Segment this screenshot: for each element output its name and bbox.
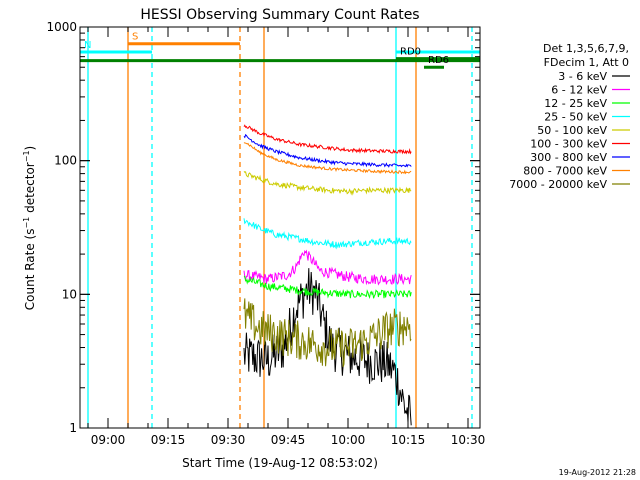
flag-bars: S N RD0 RD6 bbox=[80, 32, 480, 69]
legend-label: 25 - 50 keV bbox=[544, 111, 607, 124]
legend-label: 300 - 800 keV bbox=[530, 151, 607, 164]
series-line bbox=[243, 275, 412, 300]
y-tick-label: 100 bbox=[54, 154, 77, 168]
timestamp: 19-Aug-2012 21:28 bbox=[559, 468, 636, 477]
chart-title: HESSI Observing Summary Count Rates bbox=[140, 7, 419, 23]
x-tick-label: 10:30 bbox=[451, 433, 486, 447]
series-line bbox=[243, 170, 412, 196]
x-tick-label: 10:00 bbox=[331, 433, 366, 447]
legend-label: 12 - 25 keV bbox=[544, 97, 607, 110]
y-axis: 1 10 100 1000 bbox=[46, 20, 480, 435]
legend: Det 1,3,5,6,7,9, FDecim 1, Att 0 3 - 6 k… bbox=[509, 42, 630, 191]
series-line bbox=[243, 133, 412, 168]
y-tick-label: 1 bbox=[69, 421, 77, 435]
series-line bbox=[243, 298, 412, 368]
series-group bbox=[243, 124, 412, 426]
x-tick-label: 09:00 bbox=[91, 433, 126, 447]
y-tick-label: 1000 bbox=[46, 20, 77, 34]
x-axis: 09:00 09:15 09:30 09:45 10:00 10:15 10:30 bbox=[87, 27, 486, 447]
legend-label: 100 - 300 keV bbox=[530, 138, 607, 151]
legend-label: 6 - 12 keV bbox=[551, 84, 607, 97]
plot-frame bbox=[79, 26, 481, 429]
legend-label: 50 - 100 keV bbox=[537, 124, 607, 137]
x-tick-label: 09:15 bbox=[151, 433, 186, 447]
legend-header: FDecim 1, Att 0 bbox=[544, 56, 629, 69]
series-line bbox=[243, 249, 412, 286]
x-tick-label: 09:30 bbox=[211, 433, 246, 447]
flag-label: S bbox=[132, 32, 138, 43]
legend-label: 7000 - 20000 keV bbox=[509, 178, 607, 191]
x-tick-label: 10:15 bbox=[391, 433, 426, 447]
y-axis-label-mid: detector bbox=[23, 162, 37, 217]
series-line bbox=[243, 142, 412, 175]
x-axis-label: Start Time (19-Aug-12 08:53:02) bbox=[182, 456, 378, 470]
mode-lines bbox=[87, 27, 473, 428]
y-axis-label: Count Rate (s−1 detector−1) bbox=[22, 146, 37, 310]
legend-label: 3 - 6 keV bbox=[558, 70, 607, 83]
series-line bbox=[243, 268, 412, 426]
series-line bbox=[243, 218, 412, 250]
x-tick-label: 09:45 bbox=[271, 433, 306, 447]
y-axis-label-main: Count Rate (s bbox=[23, 229, 37, 311]
plot-area: S N RD0 RD6 1 10 100 1000 09:00 09:15 09:30 09:45… bbox=[46, 20, 485, 447]
flag-label: N bbox=[84, 40, 91, 51]
flag-label: RD6 bbox=[428, 55, 449, 66]
y-axis-label-end: ) bbox=[23, 146, 37, 151]
flag-label: RD0 bbox=[400, 47, 421, 58]
y-axis-label-sup: −1 bbox=[22, 217, 31, 229]
y-axis-label-sup: −1 bbox=[22, 150, 31, 162]
y-tick-label: 10 bbox=[62, 287, 77, 301]
series-line bbox=[243, 124, 412, 155]
legend-header: Det 1,3,5,6,7,9, bbox=[543, 42, 629, 55]
legend-label: 800 - 7000 keV bbox=[523, 165, 607, 178]
